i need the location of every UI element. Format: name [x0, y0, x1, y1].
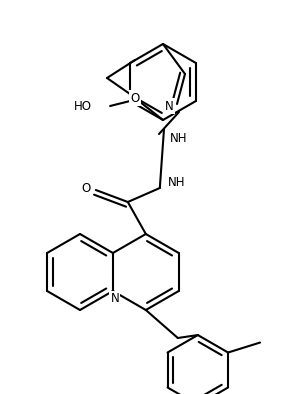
Text: N: N: [165, 100, 173, 113]
Text: NH: NH: [170, 132, 188, 145]
Text: O: O: [81, 182, 90, 195]
Text: N: N: [110, 292, 119, 305]
Text: NH: NH: [168, 175, 185, 188]
Text: HO: HO: [74, 100, 92, 113]
Text: O: O: [130, 91, 140, 104]
